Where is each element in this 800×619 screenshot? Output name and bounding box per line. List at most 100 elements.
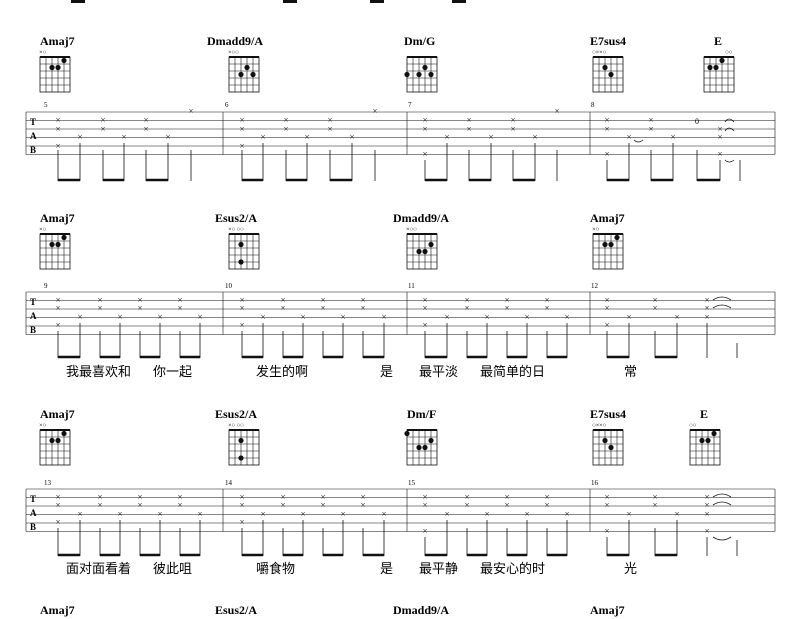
- chord-diagram: ×○: [592, 226, 624, 270]
- svg-text:×: ×: [484, 312, 489, 322]
- lyric-text: 最简单的日: [480, 364, 545, 379]
- chord-name: E: [700, 407, 708, 421]
- svg-text:×: ×: [504, 295, 509, 305]
- open-string-markers: ×○○: [228, 49, 239, 56]
- svg-text:×: ×: [422, 500, 427, 510]
- svg-text:×: ×: [604, 295, 609, 305]
- svg-text:×: ×: [239, 517, 244, 527]
- stems-and-beams: [57, 520, 738, 557]
- chord-name: Amaj7: [590, 211, 625, 225]
- svg-text:×: ×: [652, 295, 657, 305]
- lyric-text: 面对面看着: [66, 561, 131, 576]
- svg-text:×: ×: [349, 132, 354, 142]
- svg-text:×: ×: [239, 320, 244, 330]
- svg-text:×: ×: [604, 149, 609, 159]
- svg-text:×: ×: [327, 124, 332, 134]
- svg-text:×: ×: [704, 312, 709, 322]
- svg-text:×: ×: [55, 320, 60, 330]
- svg-text:×: ×: [464, 500, 469, 510]
- measure-number: 12: [591, 282, 599, 290]
- chord-name: E7sus4: [590, 34, 626, 48]
- svg-text:×: ×: [177, 303, 182, 313]
- svg-text:×: ×: [524, 312, 529, 322]
- measure-number: 6: [225, 101, 229, 109]
- svg-text:×: ×: [704, 526, 709, 536]
- chord-diagram: ○××○: [592, 422, 624, 466]
- svg-text:×: ×: [604, 320, 609, 330]
- svg-text:×: ×: [117, 312, 122, 322]
- open-string-markers: ×○: [39, 226, 46, 233]
- svg-text:×: ×: [117, 509, 122, 519]
- svg-text:×: ×: [604, 303, 609, 313]
- chord-name: Amaj7: [40, 211, 75, 225]
- svg-text:×: ×: [280, 295, 285, 305]
- svg-text:×: ×: [466, 124, 471, 134]
- svg-text:×: ×: [143, 115, 148, 125]
- open-string-markers: ○××○: [592, 422, 606, 429]
- svg-text:×: ×: [717, 149, 722, 159]
- chord-name: Dm/G: [404, 34, 435, 48]
- measure-number: 15: [408, 479, 416, 487]
- ties: [633, 118, 735, 163]
- stems-and-beams: [57, 143, 741, 182]
- svg-text:×: ×: [188, 106, 193, 116]
- svg-text:×: ×: [320, 295, 325, 305]
- svg-text:×: ×: [283, 115, 288, 125]
- svg-text:×: ×: [532, 132, 537, 142]
- chord-name: Amaj7: [590, 603, 625, 617]
- svg-text:×: ×: [544, 295, 549, 305]
- svg-text:×: ×: [604, 500, 609, 510]
- chord-name: Esus2/A: [215, 603, 257, 617]
- chord-diagram: ×○○: [406, 226, 438, 270]
- svg-text:×: ×: [55, 303, 60, 313]
- svg-text:×: ×: [652, 500, 657, 510]
- svg-text:×: ×: [137, 295, 142, 305]
- svg-text:×: ×: [360, 303, 365, 313]
- chord-diagram: [404, 429, 438, 466]
- svg-text:×: ×: [320, 500, 325, 510]
- svg-text:×: ×: [97, 492, 102, 502]
- lyrics-line: 我最喜欢和 你一起 发生的啊 是 最平淡 最简单的日 常: [66, 364, 637, 379]
- svg-text:×: ×: [444, 132, 449, 142]
- svg-text:×: ×: [77, 132, 82, 142]
- open-string-markers: ○○: [725, 49, 733, 56]
- svg-text:×: ×: [97, 500, 102, 510]
- svg-text:×: ×: [626, 312, 631, 322]
- svg-text:×: ×: [704, 492, 709, 502]
- svg-text:×: ×: [564, 312, 569, 322]
- svg-text:×: ×: [674, 312, 679, 322]
- measure-number: 8: [591, 101, 595, 109]
- tab-staff: [25, 291, 776, 335]
- svg-text:×: ×: [717, 132, 722, 142]
- chord-diagram: ×○: [39, 49, 71, 93]
- svg-text:×: ×: [674, 509, 679, 519]
- svg-text:×: ×: [177, 500, 182, 510]
- svg-text:×: ×: [143, 124, 148, 134]
- tab-clef: T: [30, 117, 36, 127]
- system-1: Amaj7 Dmadd9/A Dm/G E7sus4 E ×○ ×○○: [25, 34, 776, 182]
- svg-text:×: ×: [165, 132, 170, 142]
- lyric-text: 最平静: [419, 561, 458, 576]
- chord-diagram: ○××○: [592, 49, 624, 93]
- svg-text:×: ×: [280, 500, 285, 510]
- chord-diagram: ○○: [689, 422, 721, 466]
- svg-text:×: ×: [717, 124, 722, 134]
- svg-text:×: ×: [157, 312, 162, 322]
- system-3: Amaj7 Esus2/A Dm/F E7sus4 E ×○ ×○ ○○: [25, 407, 776, 576]
- tab-clef: A: [30, 311, 37, 321]
- svg-text:×: ×: [604, 526, 609, 536]
- svg-text:×: ×: [340, 509, 345, 519]
- svg-text:×: ×: [55, 141, 60, 151]
- tab-notes: ×××× ××× ××× ××× ×××× ××× ××× ××× ×××× ×…: [55, 295, 709, 330]
- svg-text:×: ×: [544, 303, 549, 313]
- tab-clef: T: [30, 494, 36, 504]
- ties: [712, 493, 732, 541]
- svg-text:×: ×: [239, 500, 244, 510]
- chord-diagram: ×○ ○○: [228, 422, 260, 466]
- svg-text:×: ×: [137, 500, 142, 510]
- open-string-markers: ×○: [39, 422, 46, 429]
- tab-clef: A: [30, 508, 37, 518]
- svg-text:×: ×: [381, 312, 386, 322]
- svg-text:×: ×: [55, 492, 60, 502]
- svg-text:×: ×: [239, 295, 244, 305]
